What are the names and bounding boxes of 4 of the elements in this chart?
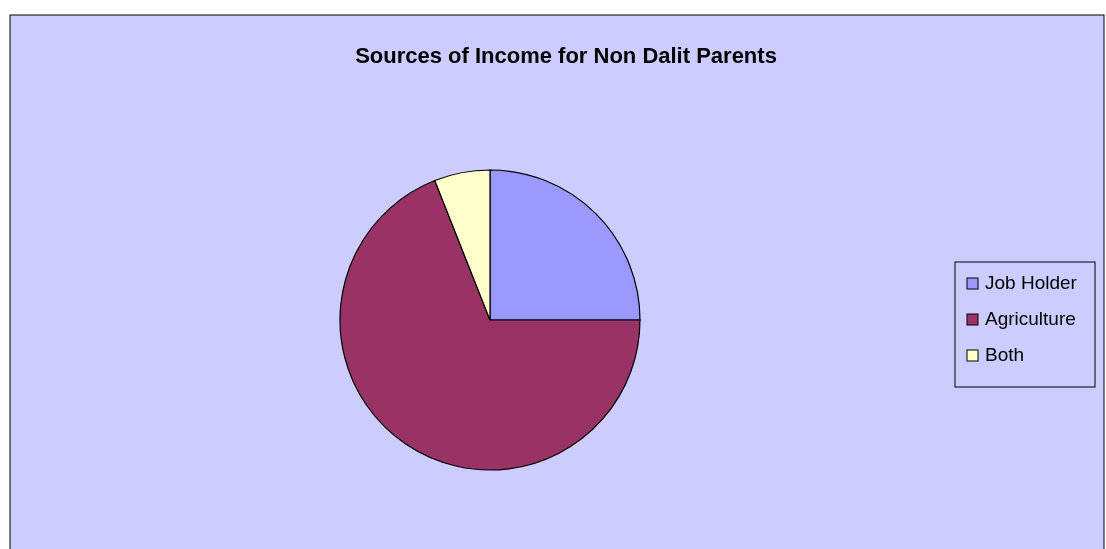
- chart-title: Sources of Income for Non Dalit Parents: [355, 43, 777, 68]
- legend-label: Agriculture: [985, 308, 1076, 329]
- legend-label: Job Holder: [985, 272, 1078, 293]
- legend-label: Both: [985, 344, 1025, 365]
